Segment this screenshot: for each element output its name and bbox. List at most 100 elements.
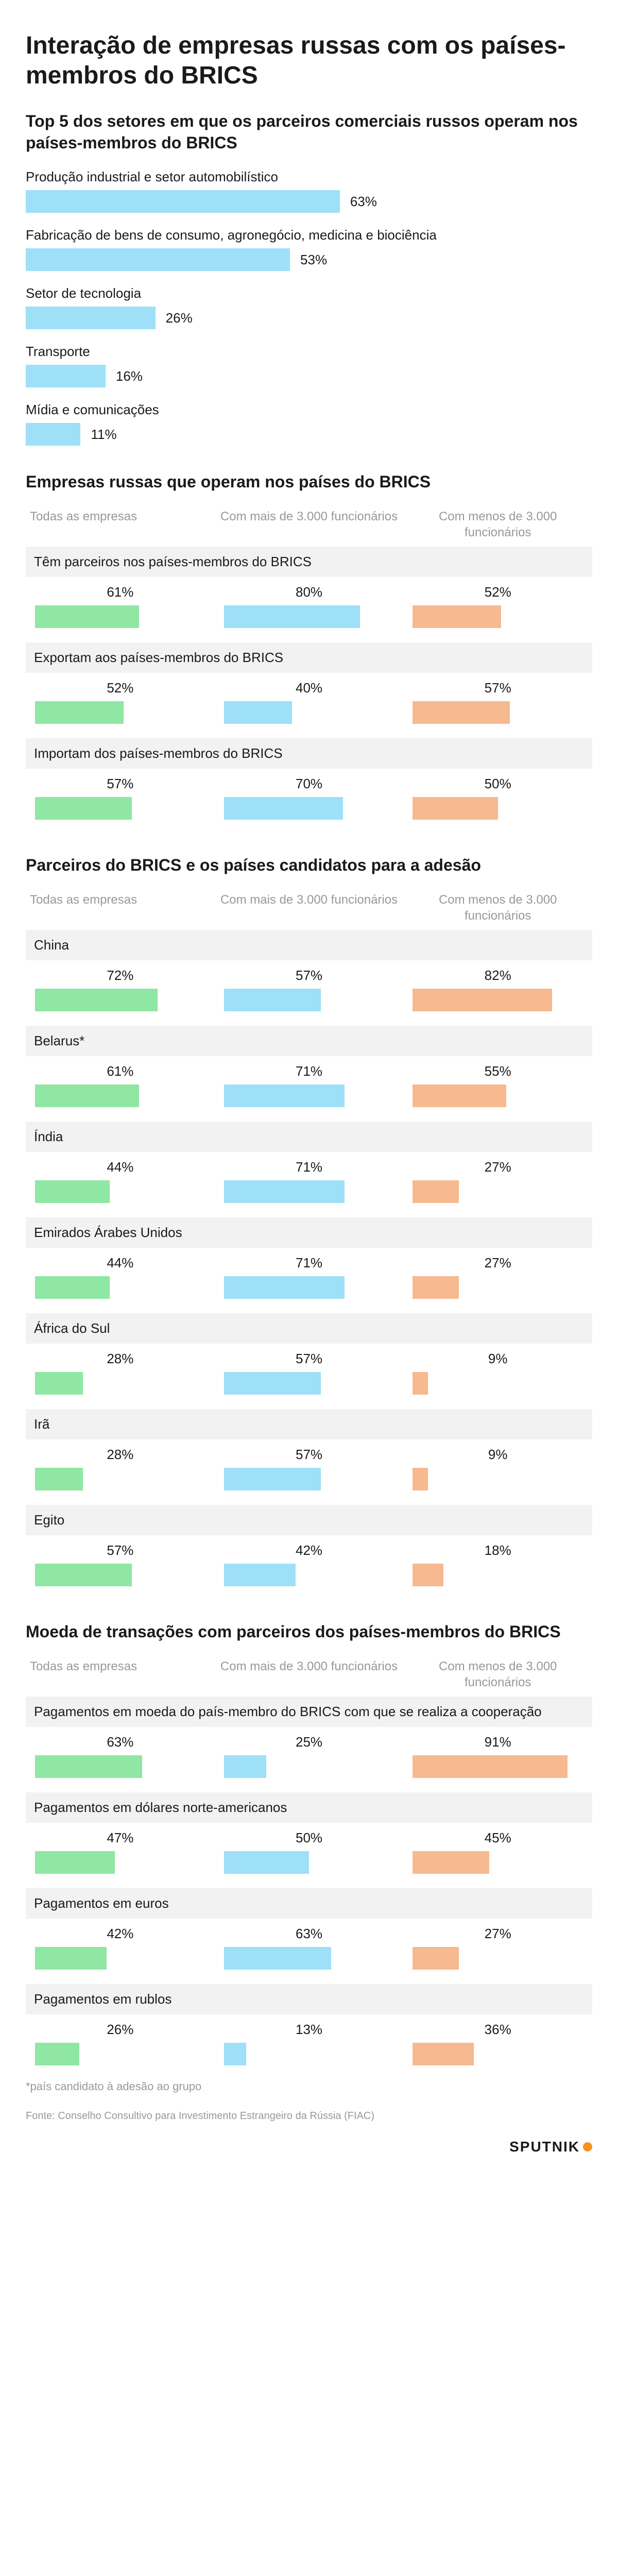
sector-bar [26, 248, 290, 271]
data-block: China72%57%82% [26, 930, 592, 1021]
bar-cell: 63% [215, 1926, 404, 1970]
column-header: Todas as empresas [26, 1658, 215, 1690]
bar-fill [35, 1755, 142, 1778]
bar-fill [224, 1564, 296, 1586]
bar-fill [413, 1755, 568, 1778]
footnote: *país candidato à adesão ao grupo [26, 2080, 592, 2093]
data-block: Têm parceiros nos países-membros do BRIC… [26, 547, 592, 637]
data-row-bars: 44%71%27% [26, 1152, 592, 1212]
bar-fill-wrap [413, 989, 583, 1011]
bar-fill-wrap [224, 605, 394, 628]
bar-fill-wrap [35, 1084, 205, 1107]
sector-pct: 53% [300, 252, 327, 268]
bar-fill [35, 1468, 83, 1490]
data-row-bars: 57%70%50% [26, 769, 592, 829]
bar-fill [224, 989, 321, 1011]
bar-percent: 57% [413, 680, 583, 696]
section-title: Moeda de transações com parceiros dos pa… [26, 1621, 592, 1643]
bar-fill-wrap [413, 1947, 583, 1970]
bar-cell: 57% [26, 1543, 215, 1586]
bar-cell: 71% [215, 1255, 404, 1299]
bar-fill-wrap [35, 1276, 205, 1299]
source-text: Fonte: Conselho Consultivo para Investim… [26, 2109, 412, 2123]
bar-percent: 27% [413, 1255, 583, 1271]
bar-fill [224, 1755, 267, 1778]
sector-pct: 16% [116, 368, 143, 384]
logo-dot-icon [583, 2142, 592, 2151]
data-row-label: Emirados Árabes Unidos [26, 1217, 592, 1248]
bar-percent: 9% [413, 1447, 583, 1463]
bar-percent: 55% [413, 1063, 583, 1079]
bar-fill-wrap [35, 605, 205, 628]
data-row-bars: 47% 50% 45% [26, 1823, 592, 1883]
data-block: Índia44%71%27% [26, 1122, 592, 1212]
bar-cell: 42% [215, 1543, 404, 1586]
data-row-bars: 61%80%52% [26, 577, 592, 637]
bar-percent: 50% [224, 1830, 394, 1846]
bar-percent: 47% [35, 1830, 205, 1846]
sector-bar [26, 423, 80, 446]
data-row-bars: 57% 42% 18% [26, 1535, 592, 1596]
bar-cell: 57% [215, 968, 404, 1011]
data-row-label: China [26, 930, 592, 960]
bar-cell: 28% [26, 1351, 215, 1395]
bar-percent: 36% [413, 2022, 583, 2038]
bar-cell: 63% [26, 1734, 215, 1778]
bar-cell: 82% [403, 968, 592, 1011]
bar-percent: 44% [35, 1255, 205, 1271]
bar-percent: 71% [224, 1255, 394, 1271]
bar-cell: 13% [215, 2022, 404, 2065]
bar-fill [35, 797, 132, 820]
sector-label: Mídia e comunicações [26, 402, 592, 418]
bar-cell: 57% [26, 776, 215, 820]
bar-cell: 27% [403, 1255, 592, 1299]
data-block: Pagamentos em dólares norte-americanos47… [26, 1792, 592, 1883]
data-row-label: Pagamentos em euros [26, 1888, 592, 1919]
bar-percent: 28% [35, 1447, 205, 1463]
data-row-bars: 61%71%55% [26, 1056, 592, 1116]
bar-percent: 57% [224, 1447, 394, 1463]
bar-percent: 42% [224, 1543, 394, 1558]
bar-cell: 57% [215, 1351, 404, 1395]
column-header: Com menos de 3.000 funcionários [403, 892, 592, 924]
bar-percent: 18% [413, 1543, 583, 1558]
sectors-chart: Produção industrial e setor automobilíst… [26, 169, 592, 446]
bar-percent: 45% [413, 1830, 583, 1846]
bar-cell: 42% [26, 1926, 215, 1970]
sector-row: Mídia e comunicações11% [26, 402, 592, 446]
bar-percent: 26% [35, 2022, 205, 2038]
bar-fill [224, 2043, 246, 2065]
bar-fill [413, 1564, 443, 1586]
bar-fill [413, 989, 552, 1011]
bar-cell: 52% [26, 680, 215, 724]
sector-bar-wrap: 26% [26, 307, 592, 329]
bar-fill [413, 1468, 428, 1490]
data-block: África do Sul28%57%9% [26, 1313, 592, 1404]
bar-fill-wrap [224, 2043, 394, 2065]
sector-bar [26, 190, 340, 213]
bar-percent: 61% [35, 584, 205, 600]
bar-percent: 91% [413, 1734, 583, 1750]
bar-fill-wrap [224, 1276, 394, 1299]
bar-fill [413, 701, 509, 724]
bar-cell: 9% [403, 1351, 592, 1395]
logo-text: SPUTNIK [509, 2139, 580, 2155]
bar-fill-wrap [35, 989, 205, 1011]
sector-pct: 63% [350, 194, 377, 210]
bar-fill [35, 1851, 115, 1874]
bar-fill-wrap [35, 797, 205, 820]
data-row-bars: 52%40%57% [26, 673, 592, 733]
bar-cell: 26% [26, 2022, 215, 2065]
bar-fill-wrap [224, 701, 394, 724]
data-block: Emirados Árabes Unidos 44% 71% 27% [26, 1217, 592, 1308]
bar-cell: 9% [403, 1447, 592, 1490]
bar-percent: 52% [35, 680, 205, 696]
sector-label: Fabricação de bens de consumo, agronegóc… [26, 227, 592, 243]
bar-fill-wrap [413, 1468, 583, 1490]
bar-fill [224, 1468, 321, 1490]
data-row-label: Têm parceiros nos países-membros do BRIC… [26, 547, 592, 577]
column-headers: Todas as empresasCom mais de 3.000 funci… [26, 892, 592, 924]
bar-fill [35, 1276, 110, 1299]
bar-fill [224, 1372, 321, 1395]
bar-fill-wrap [413, 2043, 583, 2065]
